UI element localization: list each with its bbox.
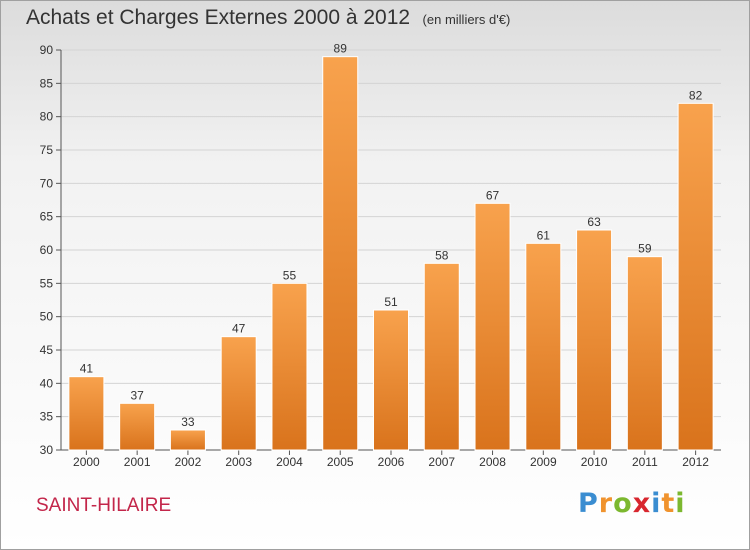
bar-value-label: 55 (283, 268, 297, 282)
y-tick-label: 90 (40, 43, 54, 57)
bar-2006 (373, 309, 409, 451)
chart-subtitle: (en milliers d'€) (422, 12, 511, 27)
logo-letter: x (632, 488, 652, 519)
logo-letter: i (675, 488, 686, 519)
bar-value-label: 61 (537, 228, 551, 242)
bar-2007 (423, 262, 460, 451)
x-tick-label: 2010 (581, 455, 608, 469)
bar-value-label: 67 (486, 188, 500, 202)
bar-2001 (119, 402, 156, 451)
x-tick-label: 2006 (378, 455, 405, 469)
bar-value-label: 47 (232, 322, 246, 336)
y-tick-label: 60 (40, 243, 54, 257)
x-tick-label: 2002 (175, 455, 202, 469)
x-tick-label: 2005 (327, 455, 354, 469)
bar-2009 (525, 242, 562, 451)
y-tick-label: 80 (40, 110, 54, 124)
x-tick-label: 2003 (225, 455, 252, 469)
bar-value-label: 51 (384, 295, 398, 309)
y-tick-label: 40 (40, 376, 54, 390)
bar-value-label: 58 (435, 248, 449, 262)
x-tick-label: 2009 (530, 455, 557, 469)
bar-value-label: 41 (80, 362, 94, 376)
proxiti-logo: Proxiti (578, 488, 686, 519)
logo-letter: o (613, 488, 633, 519)
bar-value-label: 59 (638, 242, 652, 256)
logo-letter: t (661, 488, 676, 519)
y-tick-label: 85 (40, 76, 54, 90)
x-tick-label: 2007 (428, 455, 455, 469)
x-tick-label: 2001 (124, 455, 151, 469)
chart-title: Achats et Charges Externes 2000 à 2012 (26, 6, 411, 29)
bars (68, 56, 714, 451)
y-tick-label: 55 (40, 276, 54, 290)
labels: 30 35 40 45 50 55 60 65 70 75 80 85 90 41 2000 37 2001 33… (40, 42, 710, 469)
y-tick-label: 70 (40, 176, 54, 190)
x-tick-label: 2000 (73, 455, 100, 469)
bar-value-label: 37 (130, 388, 144, 402)
y-tick-label: 35 (40, 410, 54, 424)
chart-title-block: Achats et Charges Externes 2000 à 2012 (… (26, 6, 510, 30)
bar-2000 (68, 376, 105, 451)
y-tick-label: 30 (40, 443, 54, 457)
y-tick-label: 65 (40, 210, 54, 224)
x-tick-label: 2008 (479, 455, 506, 469)
place-name: SAINT-HILAIRE (36, 495, 172, 516)
logo-letter: r (598, 488, 614, 519)
x-tick-label: 2004 (276, 455, 303, 469)
bar-2012 (677, 102, 714, 451)
bar-value-label: 33 (181, 415, 195, 429)
bar-2010 (576, 229, 613, 451)
y-tick-label: 50 (40, 310, 54, 324)
bar-value-label: 82 (689, 88, 703, 102)
bar-2002 (169, 429, 206, 451)
x-tick-label: 2012 (682, 455, 709, 469)
logo-letter: i (651, 488, 662, 519)
logo-letter: P (578, 488, 599, 519)
bar-value-label: 63 (587, 215, 601, 229)
bar-2008 (474, 202, 511, 451)
bar-2005 (322, 56, 359, 451)
y-tick-label: 45 (40, 343, 54, 357)
y-tick-label: 75 (40, 143, 54, 157)
bar-2011 (626, 256, 663, 451)
bar-2004 (271, 282, 308, 451)
bar-2003 (220, 336, 257, 451)
bar-value-label: 89 (334, 42, 348, 56)
x-tick-label: 2011 (632, 455, 658, 469)
